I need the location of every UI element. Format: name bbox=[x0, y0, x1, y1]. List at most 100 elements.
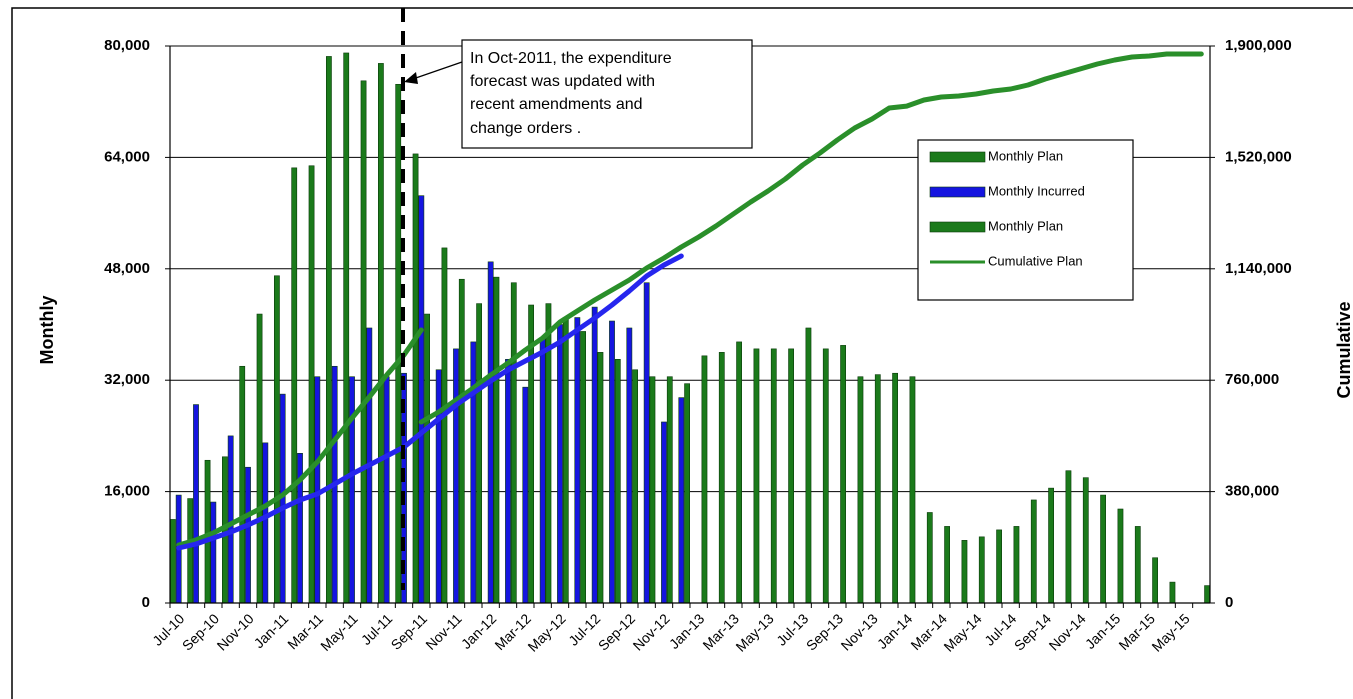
bar bbox=[857, 376, 864, 604]
bar bbox=[614, 359, 621, 604]
bar bbox=[649, 376, 656, 604]
bar bbox=[701, 355, 708, 604]
bar bbox=[874, 374, 881, 604]
bar bbox=[1082, 477, 1089, 604]
bar bbox=[892, 372, 898, 604]
bar bbox=[245, 466, 251, 604]
bar bbox=[383, 376, 390, 604]
y2-tick-label: 0 bbox=[1225, 594, 1233, 611]
bar bbox=[377, 63, 384, 604]
y-tick-label: 48,000 bbox=[104, 260, 150, 277]
bar bbox=[1169, 581, 1176, 604]
bar bbox=[661, 421, 667, 604]
annotation-arrow bbox=[409, 61, 463, 81]
bar bbox=[1152, 557, 1158, 604]
bar bbox=[770, 348, 777, 604]
bar bbox=[753, 348, 760, 604]
bar bbox=[227, 435, 234, 604]
bar bbox=[822, 348, 829, 604]
y-tick-label: 32,000 bbox=[104, 371, 150, 388]
line bbox=[176, 253, 684, 551]
bar bbox=[441, 247, 448, 604]
legend-label: Monthly Plan bbox=[988, 218, 1063, 233]
y2-tick-label: 380,000 bbox=[1225, 483, 1279, 500]
bar bbox=[580, 331, 586, 604]
legend-label: Monthly Plan bbox=[988, 148, 1063, 163]
annotation-line: recent amendments and bbox=[470, 96, 643, 113]
y2-tick-label: 760,000 bbox=[1225, 371, 1279, 388]
bar bbox=[458, 278, 465, 604]
bar bbox=[788, 348, 794, 604]
bar bbox=[539, 338, 546, 604]
legend-label: Monthly Incurred bbox=[988, 183, 1085, 198]
legend: Monthly Plan Monthly Incurred Monthly Plan… bbox=[917, 139, 1134, 301]
annotation: In Oct-2011, the expenditure forecast wa… bbox=[404, 39, 753, 149]
bar bbox=[493, 276, 500, 604]
y2-tick-label: 1,140,000 bbox=[1225, 260, 1292, 277]
bar bbox=[487, 261, 494, 604]
lines bbox=[176, 51, 1204, 551]
bar bbox=[1048, 487, 1054, 604]
bar bbox=[262, 442, 269, 604]
annotation-line: change orders . bbox=[470, 120, 581, 137]
bar bbox=[273, 275, 280, 604]
bar bbox=[736, 341, 742, 604]
bar bbox=[632, 369, 638, 604]
line bbox=[176, 327, 424, 548]
bar bbox=[1065, 470, 1072, 604]
legend-swatch bbox=[929, 151, 986, 163]
bar bbox=[1030, 499, 1037, 604]
bar bbox=[944, 526, 950, 604]
bar bbox=[412, 153, 419, 604]
bar bbox=[805, 327, 812, 604]
bar bbox=[505, 359, 511, 604]
y2-axis-title: Cumulative bbox=[1334, 301, 1353, 398]
bar bbox=[626, 327, 633, 604]
line bbox=[418, 51, 1204, 425]
y-tick-label: 64,000 bbox=[104, 148, 150, 165]
bar bbox=[308, 165, 315, 604]
bar bbox=[170, 519, 176, 604]
bar bbox=[349, 376, 355, 604]
bar bbox=[476, 303, 482, 604]
bar bbox=[1100, 494, 1106, 604]
bar bbox=[1013, 526, 1020, 604]
annotation-box bbox=[461, 39, 753, 149]
bar bbox=[343, 52, 350, 604]
annotation-line: In Oct-2011, the expenditure bbox=[470, 50, 672, 67]
bar bbox=[314, 376, 321, 604]
y2-tick-label: 1,520,000 bbox=[1225, 148, 1292, 165]
bar bbox=[684, 383, 690, 604]
bar bbox=[591, 306, 598, 604]
bar bbox=[926, 512, 933, 604]
bar bbox=[961, 540, 968, 604]
y2-tick-label: 1,900,000 bbox=[1225, 37, 1292, 54]
bars bbox=[170, 52, 1210, 604]
legend-box bbox=[917, 139, 1134, 301]
bar bbox=[978, 536, 985, 604]
legend-swatch bbox=[929, 221, 986, 233]
y-tick-label: 0 bbox=[142, 594, 150, 611]
bar bbox=[522, 386, 529, 604]
y-axis-title: Monthly bbox=[37, 296, 57, 365]
legend-swatch bbox=[929, 186, 986, 198]
bar bbox=[574, 317, 581, 604]
bar bbox=[597, 352, 604, 604]
bar bbox=[609, 320, 615, 604]
bar bbox=[435, 369, 442, 604]
bar bbox=[557, 324, 563, 604]
bar bbox=[562, 317, 569, 604]
bar bbox=[996, 529, 1002, 604]
bar bbox=[239, 365, 246, 604]
annotation-line: forecast was updated with bbox=[470, 73, 655, 90]
bar bbox=[291, 167, 298, 604]
bar bbox=[678, 397, 685, 604]
bar bbox=[187, 498, 194, 604]
bar bbox=[1204, 585, 1210, 604]
bar bbox=[470, 341, 477, 604]
bar bbox=[1134, 526, 1141, 604]
bar bbox=[325, 56, 332, 604]
bar bbox=[840, 345, 846, 604]
bar bbox=[666, 376, 673, 604]
bar bbox=[204, 459, 211, 604]
